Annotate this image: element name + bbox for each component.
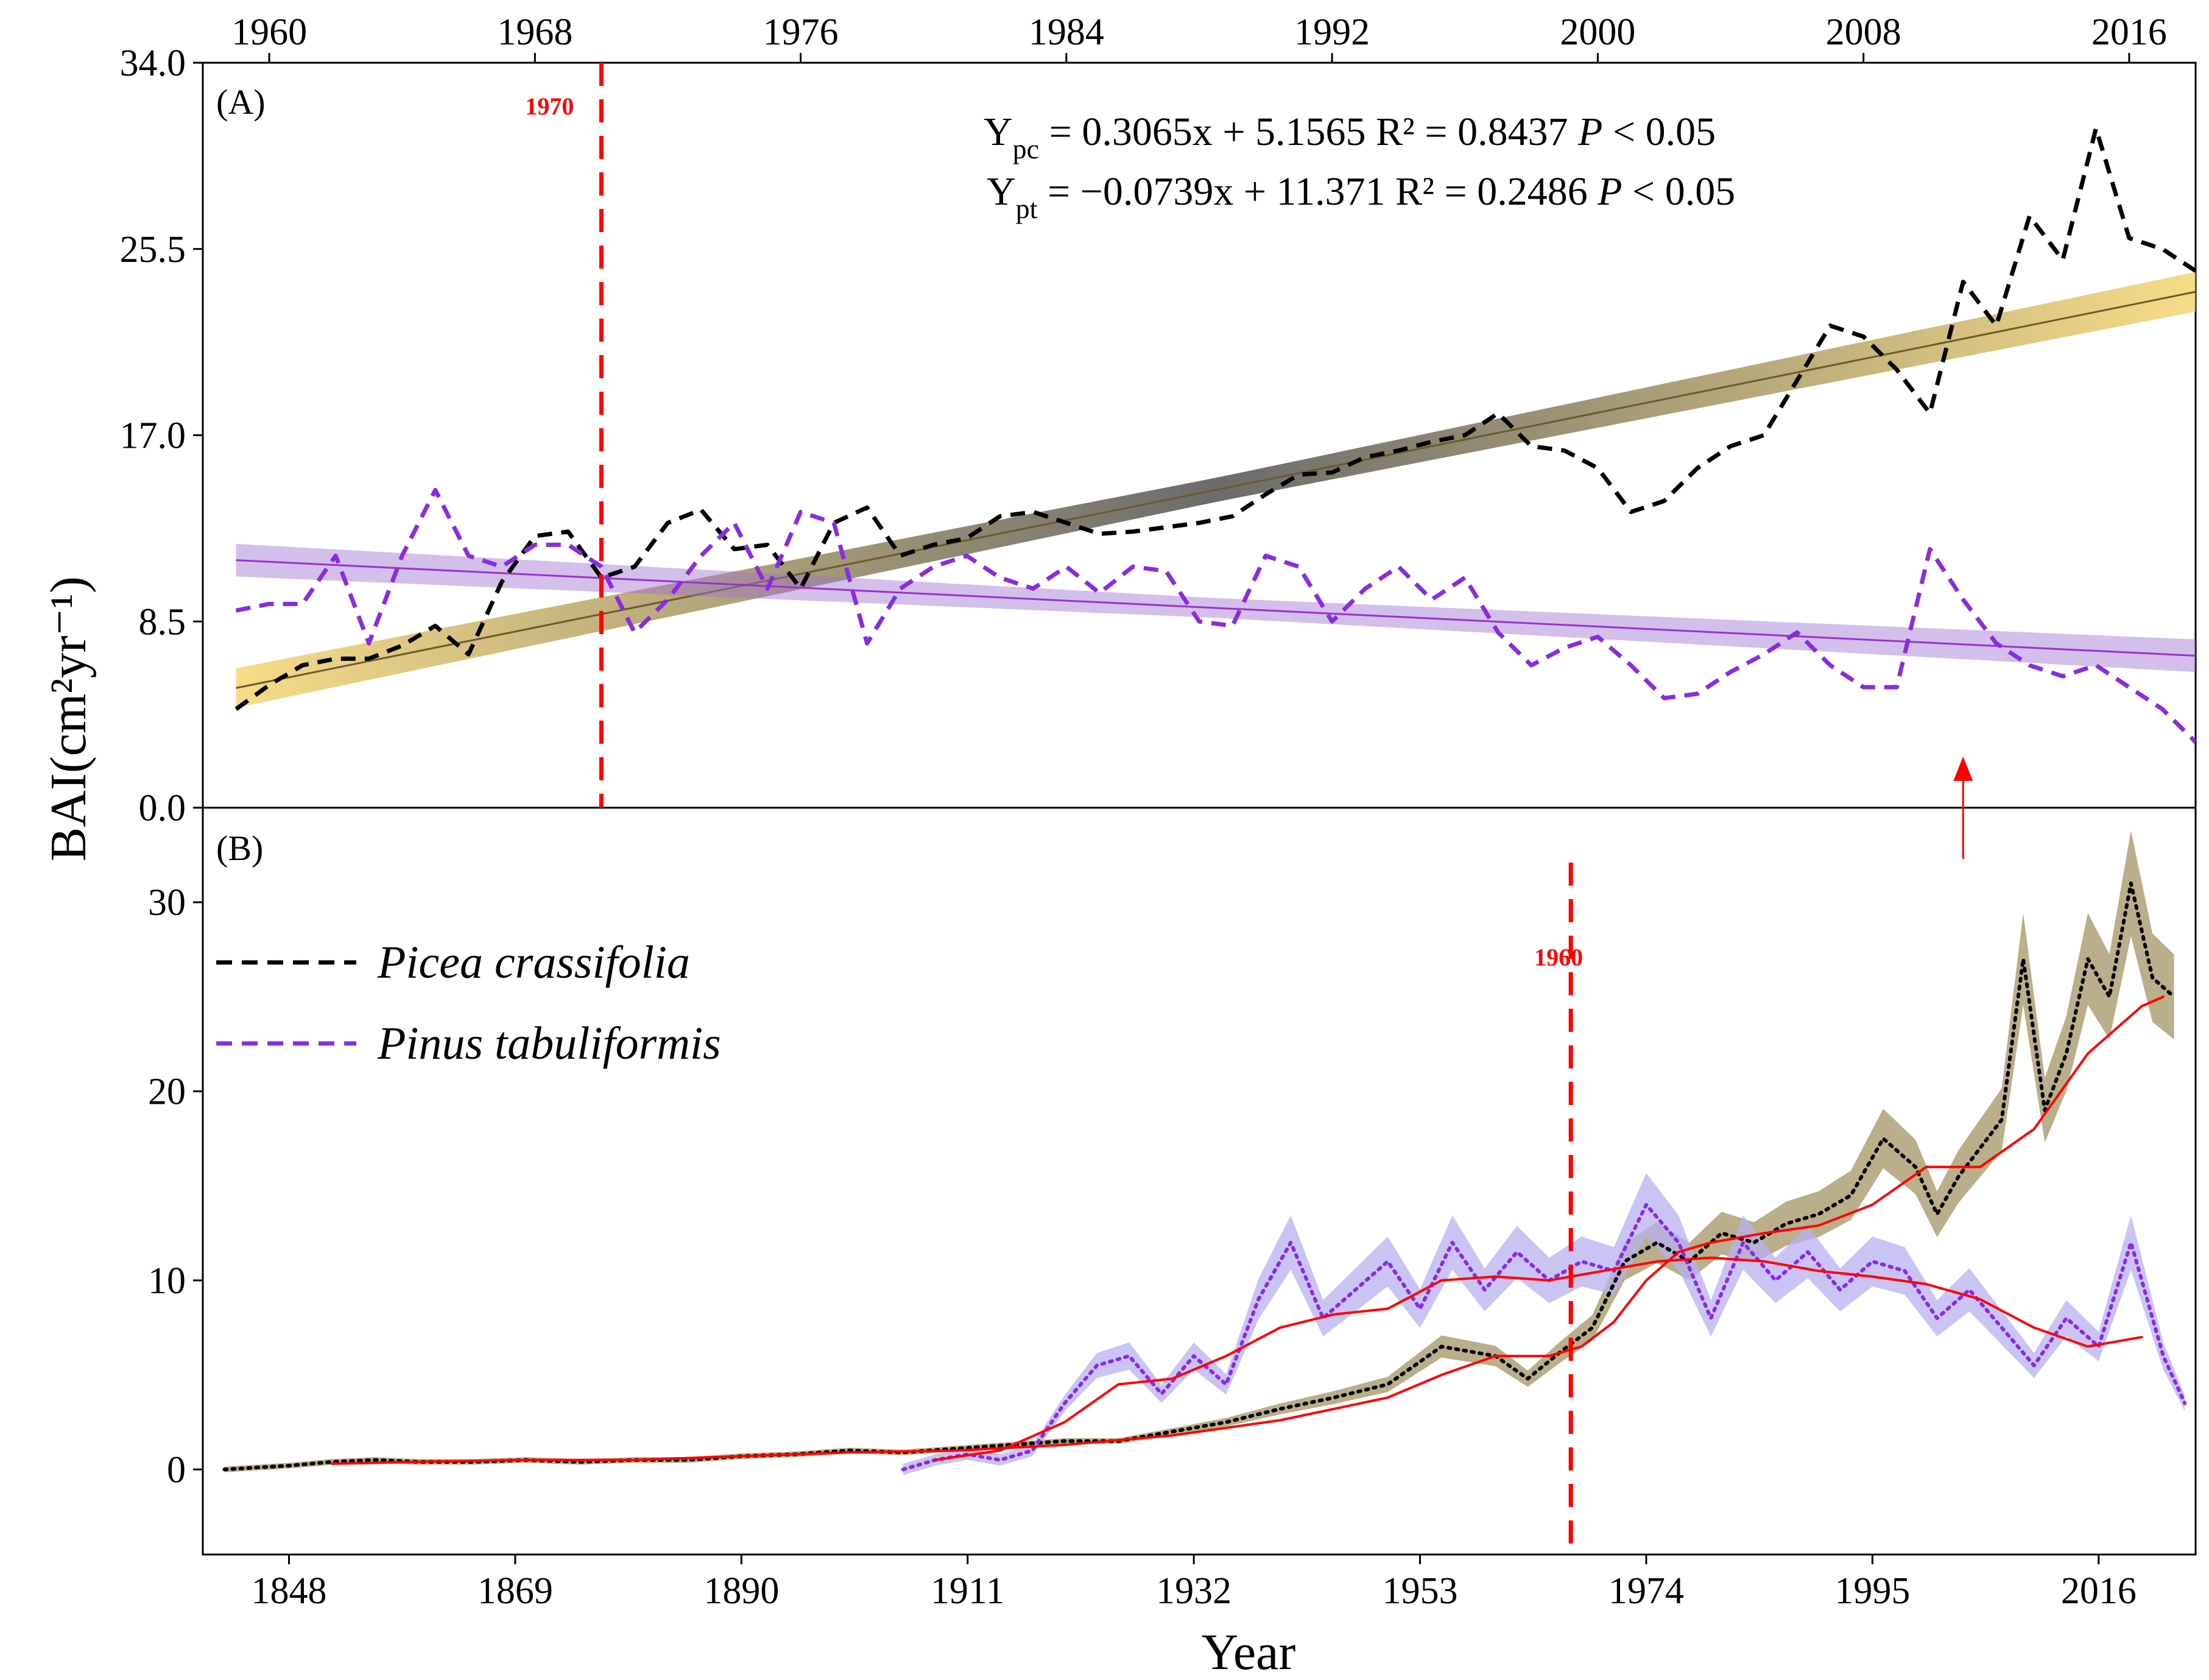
panel-a-x-tick-label: 1984	[1029, 12, 1104, 53]
panel-a-y-tick-label: 25.5	[120, 229, 186, 270]
x-axis-title: Year	[1202, 1624, 1296, 1680]
panel-b-year-marker-label: 1960	[1534, 944, 1583, 971]
panel-b-x-tick-label: 1995	[1834, 1570, 1910, 1612]
legend: Picea crassifolia Pinus tabuliformis	[216, 937, 721, 1069]
picea-uncertainty-band	[224, 830, 2174, 1472]
panel-a-y-tick-label: 17.0	[120, 415, 186, 457]
panel-b-x-tick-label: 1911	[931, 1570, 1005, 1612]
panel-b-x-tick-label: 1953	[1383, 1570, 1458, 1612]
panel-b-x-tick-label: 1848	[251, 1570, 326, 1612]
panel-b-x-tick-label: 1974	[1608, 1570, 1684, 1612]
panel-a-x-tick-label: 1992	[1294, 12, 1370, 53]
panel-a: 1960 1968 1976 1984 1992 2000 2008 2016 34.0 25.5…	[120, 12, 2196, 859]
panel-a-picea-series	[234, 126, 2196, 711]
panel-b-x-tick-label: 1869	[477, 1570, 553, 1612]
pinus-trend-line	[236, 559, 2196, 657]
panel-b-y-tick-label: 10	[148, 1260, 186, 1302]
panel-b-x-tick-label: 1932	[1156, 1570, 1231, 1612]
panel-a-x-tick-label: 2016	[2091, 12, 2167, 53]
arrow-head	[1953, 757, 1973, 781]
panel-a-y-tick-label: 0.0	[139, 788, 186, 829]
panel-b-x-tick-label: 1890	[703, 1570, 779, 1612]
y-axis-title: BAI(cm²yr⁻¹)	[40, 576, 97, 861]
panel-b-picea-smooth	[331, 995, 2165, 1466]
panel-b-pinus-smooth	[934, 1256, 2143, 1461]
panel-a-arrow	[1953, 757, 1973, 859]
panel-b-frame	[202, 806, 2197, 1556]
panel-a-x-tick-label: 1960	[231, 12, 307, 53]
panel-a-pinus-series	[235, 487, 2196, 744]
panel-a-x-tick-label: 1976	[763, 12, 839, 53]
panel-a-y-tick-label: 8.5	[139, 601, 186, 643]
panel-a-x-tick-label: 1968	[497, 12, 573, 53]
legend-label-pinus: Pinus tabuliformis	[377, 1018, 721, 1069]
equation-pc: Ypc = 0.3065x + 5.1565 R² = 0.8437 P < 0…	[984, 110, 1716, 164]
panel-a-y-tick-label: 34.0	[120, 43, 186, 84]
panel-a-x-tick-label: 2008	[1826, 12, 1901, 53]
panel-b-y-tick-label: 30	[148, 882, 186, 923]
panel-a-year-marker-label: 1970	[525, 93, 574, 120]
picea-trend-line	[236, 291, 2196, 689]
panel-a-label: (A)	[216, 82, 266, 122]
panel-b: 1848 1869 1890 1911 1932 1953 1974 1995 2016 30 20…	[148, 828, 2187, 1612]
panel-b-y-tick-label: 0	[167, 1449, 186, 1491]
pinus-uncertainty-band	[903, 1173, 2185, 1475]
panel-b-y-tick-label: 20	[148, 1071, 186, 1113]
equation-pt: Ypt = −0.0739x + 11.371 R² = 0.2486 P < …	[987, 169, 1735, 224]
panel-b-pinus-series	[901, 1202, 2187, 1472]
panel-a-x-tick-label: 2000	[1560, 12, 1635, 53]
panel-b-x-tick-label: 2016	[2061, 1570, 2137, 1612]
legend-label-picea: Picea crassifolia	[377, 937, 690, 988]
panel-b-label: (B)	[216, 828, 263, 868]
